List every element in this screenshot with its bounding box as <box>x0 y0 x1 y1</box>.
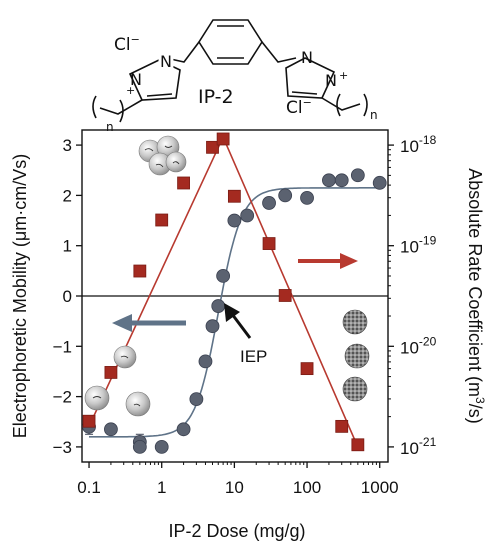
imidazolium-ring-right <box>285 57 336 99</box>
rate-point <box>278 289 292 302</box>
iep-label: IEP <box>240 347 267 366</box>
charge-plus-left: + <box>126 84 135 97</box>
rate-point <box>206 140 219 154</box>
repeat-bracket-left <box>92 95 97 119</box>
mobility-point <box>211 299 226 313</box>
y-left-tick-label: 2 <box>63 186 72 205</box>
y-right-tick-label: 10-21 <box>400 435 437 458</box>
mobility-point <box>262 196 276 210</box>
ring-double-bond <box>146 93 173 97</box>
rate-point <box>300 362 314 376</box>
particle-cluster-icon <box>138 135 187 176</box>
y-axis-right-label: Absolute Rate Coefficient (m3/s) <box>465 168 487 423</box>
rate-point <box>216 132 230 146</box>
rate-point <box>351 438 365 452</box>
mobility-point <box>132 440 147 454</box>
x-axis-label: IP-2 Dose (mg/g) <box>168 521 305 541</box>
mobility-point <box>240 208 255 223</box>
polymer-chain-left <box>99 99 143 115</box>
methylene-linker-left <box>165 41 200 63</box>
mobility-point <box>322 173 336 188</box>
rate-point <box>227 189 241 203</box>
rate-point <box>177 176 190 190</box>
mobility-axis-arrow <box>112 314 186 332</box>
y-left-tick-label: −2 <box>53 388 72 407</box>
bare-particle-icons <box>84 345 151 417</box>
nitrogen-left-bottom: N <box>130 70 142 89</box>
y-left-tick-label: 1 <box>63 237 72 256</box>
nitrogen-right-bottom: N <box>325 71 337 90</box>
x-tick-label: 1 <box>157 478 166 497</box>
mobility-point <box>278 188 293 203</box>
mobility-point <box>189 392 204 407</box>
mobility-point <box>227 213 242 228</box>
repeat-bracket-right <box>336 93 341 117</box>
rate-point <box>133 264 147 278</box>
counter-ion-left: Cl− <box>114 33 140 55</box>
subscript-n-left: n <box>106 120 114 134</box>
repeat-bracket-left <box>119 99 124 123</box>
y-axis-right: 10-21 10-20 10-19 10-18 <box>388 133 437 458</box>
counter-ion-right: Cl− <box>286 96 312 118</box>
nitrogen-left-top: N <box>160 52 172 71</box>
charge-plus-right: + <box>339 69 348 82</box>
y-left-tick-label: −1 <box>53 337 72 356</box>
repeat-bracket-right <box>363 93 368 117</box>
x-tick-label: 1000 <box>361 478 399 497</box>
y-axis-left: −3 −2 −1 0 1 2 3 <box>53 136 82 457</box>
y-right-tick-label: 10-20 <box>400 334 437 357</box>
x-tick-label: 10 <box>225 478 244 497</box>
subscript-n-right: n <box>370 108 378 122</box>
polymer-chain-right <box>321 97 361 111</box>
y-left-tick-label: 0 <box>63 287 72 306</box>
molecule-name: IP-2 <box>198 86 234 108</box>
y-right-tick-label: 10-18 <box>400 133 437 156</box>
iep-annotation: IEP <box>224 303 267 366</box>
mobility-point <box>372 175 387 190</box>
methylene-linker-right <box>261 41 297 63</box>
x-tick-label: 0.1 <box>77 478 101 497</box>
rate-point <box>262 237 276 250</box>
y-left-tick-label: 3 <box>63 136 72 155</box>
nitrogen-knockout: N <box>160 52 172 71</box>
coated-particle-icons <box>342 309 370 402</box>
mobility-point <box>176 422 191 437</box>
rate-point <box>82 414 96 428</box>
y-right-tick-label: 10-19 <box>400 234 437 257</box>
ip2-structure <box>92 19 368 123</box>
mobility-point <box>334 173 349 188</box>
mobility-point <box>198 354 213 369</box>
mobility-point <box>216 268 231 283</box>
y-axis-left-label: Electrophoretic Mobility (μm·cm/Vs) <box>10 154 30 438</box>
mobility-point <box>104 422 118 437</box>
mobility-point <box>350 168 365 183</box>
data-marks <box>82 132 387 454</box>
imidazolium-ring-left <box>128 59 181 101</box>
y-left-tick-label: −3 <box>53 438 72 457</box>
mobility-point <box>205 319 220 334</box>
x-axis: 0.1 1 10 100 1000 <box>77 462 399 497</box>
ring-double-bond <box>291 91 318 95</box>
rate-axis-arrow <box>298 253 358 269</box>
x-tick-label: 100 <box>293 478 321 497</box>
nitrogen-right-top: N <box>301 48 313 67</box>
mobility-point <box>154 440 169 454</box>
rate-point <box>155 213 169 227</box>
rate-point <box>335 419 349 433</box>
molecule-labels: Cl− N N N + n N N + n IP-2 Cl− <box>106 33 378 134</box>
mobility-point <box>300 191 314 205</box>
rate-point <box>104 366 118 379</box>
